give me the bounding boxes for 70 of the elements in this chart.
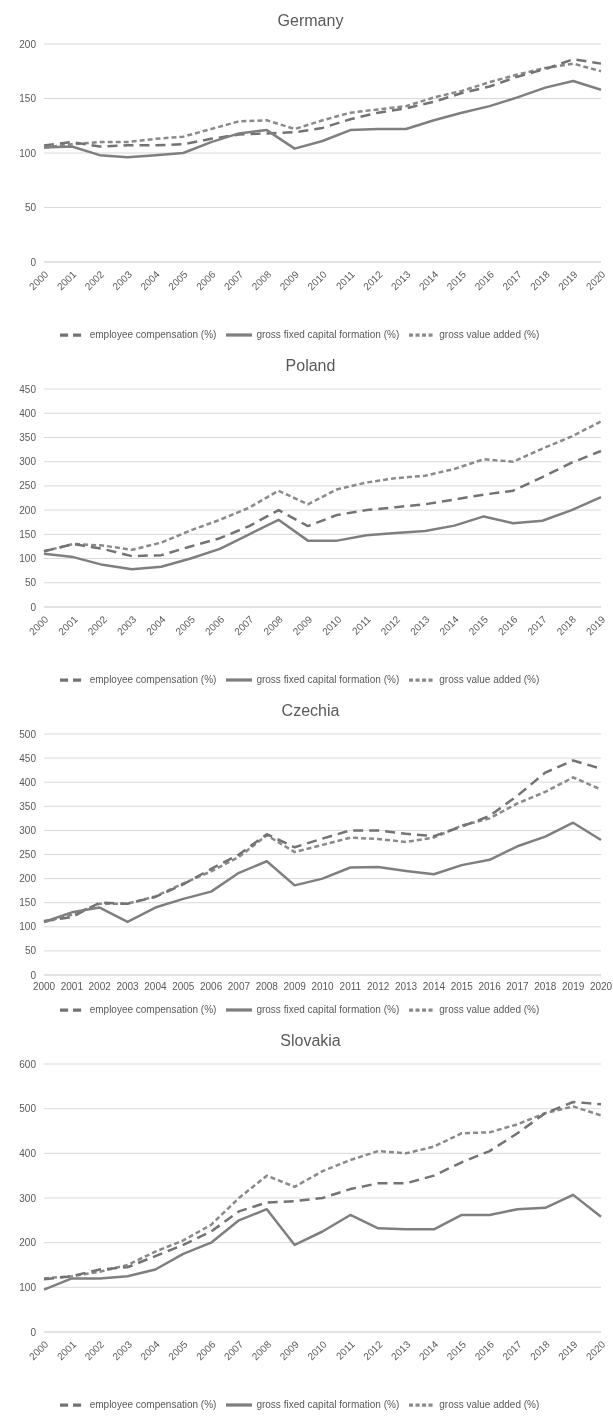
x-tick-label: 2020	[589, 981, 613, 993]
legend-label: gross value added (%)	[439, 328, 540, 340]
y-tick-label: 500	[19, 1103, 37, 1115]
y-tick-label: 200	[19, 1237, 37, 1249]
legend-label: gross value added (%)	[439, 1398, 540, 1410]
legend-label: employee compensation (%)	[89, 1003, 217, 1015]
y-tick-label: 350	[19, 800, 37, 812]
y-tick-label: 300	[19, 1192, 37, 1204]
x-tick-label: 2017	[506, 981, 530, 993]
chart-title: Slovakia	[279, 1031, 342, 1051]
x-tick-label: 2014	[422, 981, 446, 993]
y-tick-label: 0	[30, 256, 37, 268]
y-tick-label: 50	[24, 577, 37, 589]
y-tick-label: 600	[19, 1058, 37, 1070]
legend-label: gross value added (%)	[439, 1003, 540, 1015]
x-tick-label: 2002	[88, 981, 112, 993]
x-tick-label: 2018	[534, 981, 557, 993]
legend-label: gross fixed capital formation (%)	[256, 1398, 400, 1410]
y-tick-label: 450	[19, 383, 37, 395]
x-tick-label: 2008	[255, 981, 279, 993]
y-tick-label: 250	[19, 480, 37, 492]
y-tick-label: 100	[19, 553, 37, 565]
y-tick-label: 350	[19, 431, 37, 443]
x-tick-label: 2001	[60, 981, 84, 993]
x-tick-label: 2019	[562, 981, 585, 993]
x-tick-label: 2016	[478, 981, 502, 993]
y-tick-label: 400	[19, 776, 37, 788]
legend-label: gross value added (%)	[439, 673, 540, 685]
chart-title: Czechia	[280, 701, 341, 721]
legend-label: employee compensation (%)	[89, 673, 217, 685]
y-tick-label: 150	[19, 93, 37, 105]
legend-label: gross fixed capital formation (%)	[256, 673, 400, 685]
y-tick-label: 100	[19, 1281, 37, 1293]
chart-title: Germany	[276, 11, 345, 31]
x-tick-label: 2007	[227, 981, 251, 993]
legend-label: gross fixed capital formation (%)	[256, 1003, 400, 1015]
legend-label: employee compensation (%)	[89, 328, 217, 340]
y-tick-label: 400	[19, 1147, 37, 1159]
x-tick-label: 2009	[283, 981, 307, 993]
y-tick-label: 0	[30, 601, 37, 613]
y-tick-label: 50	[24, 202, 37, 214]
x-tick-label: 2003	[116, 981, 140, 993]
x-tick-label: 2011	[339, 981, 362, 993]
x-tick-label: 2010	[311, 981, 335, 993]
x-tick-label: 2006	[199, 981, 223, 993]
y-tick-label: 300	[19, 456, 37, 468]
y-tick-label: 200	[19, 873, 37, 885]
x-tick-label: 2015	[450, 981, 474, 993]
y-tick-label: 50	[24, 945, 37, 957]
x-tick-label: 2004	[144, 981, 167, 993]
y-tick-label: 450	[19, 752, 37, 764]
y-tick-label: 0	[30, 969, 37, 981]
y-tick-label: 400	[19, 407, 37, 419]
y-tick-label: 150	[19, 897, 37, 909]
y-tick-label: 100	[19, 147, 37, 159]
legend-label: employee compensation (%)	[89, 1398, 217, 1410]
x-tick-label: 2005	[172, 981, 195, 993]
y-tick-label: 100	[19, 921, 37, 933]
y-tick-label: 500	[19, 728, 37, 740]
x-tick-label: 2012	[367, 981, 390, 993]
y-tick-label: 150	[19, 528, 37, 540]
y-tick-label: 200	[19, 38, 37, 50]
legend-label: gross fixed capital formation (%)	[256, 328, 400, 340]
x-tick-label: 2000	[32, 981, 56, 993]
x-tick-label: 2013	[394, 981, 418, 993]
y-tick-label: 300	[19, 824, 37, 836]
y-tick-label: 200	[19, 504, 37, 516]
chart-title: Poland	[284, 356, 337, 376]
y-tick-label: 0	[30, 1326, 37, 1338]
y-tick-label: 250	[19, 849, 37, 861]
